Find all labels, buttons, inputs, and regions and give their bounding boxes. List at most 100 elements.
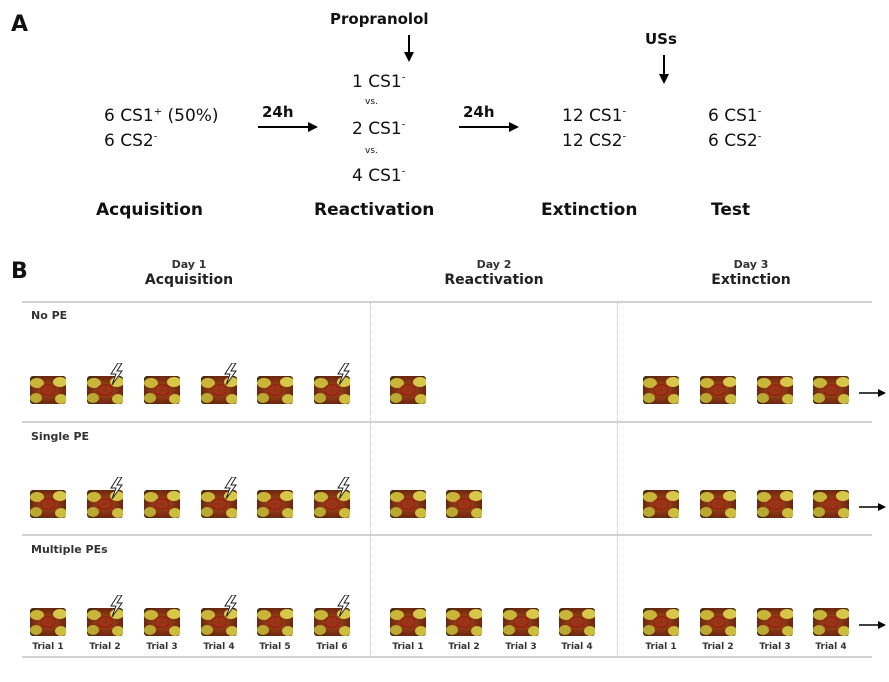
cs-stimulus [503, 608, 539, 636]
separator-row1 [22, 421, 872, 423]
extinction-cs1-text: 12 CS1 [562, 106, 623, 126]
cs-stimulus [643, 490, 679, 518]
day1-phase: Acquisition [144, 272, 234, 288]
reactivation-vs1: vs. [365, 97, 378, 107]
cs-stimulus [446, 608, 482, 636]
cs-stimulus [700, 376, 736, 404]
cs-stimulus [314, 608, 350, 636]
shock-icon [335, 362, 351, 389]
extinction-trial-label-1: Trial 1 [645, 642, 677, 652]
cs-stimulus [390, 490, 426, 518]
test-title: Test [711, 200, 751, 220]
acquisition-trial-label-5: Trial 5 [259, 642, 291, 652]
cs-stimulus [813, 376, 849, 404]
reactivation-opt3-text: 4 CS1 [352, 166, 402, 186]
extinction-cs2-text: 12 CS2 [562, 131, 623, 151]
reactivation-vs2: vs. [365, 146, 378, 156]
reactivation-trial-label-3: Trial 3 [505, 642, 537, 652]
shock-icon [222, 594, 238, 621]
test-cs2-line: 6 CS2- [708, 129, 761, 153]
shock-icon [222, 362, 238, 389]
cs-stimulus [201, 608, 237, 636]
reactivation-opt3: 4 CS1- [352, 164, 405, 188]
extinction-trial-label-3: Trial 3 [759, 642, 791, 652]
reactivation-title: Reactivation [314, 200, 435, 220]
test-cs2-sup: - [757, 131, 762, 143]
acquisition-cs2-text: 6 CS2 [104, 131, 154, 151]
cs-stimulus [390, 376, 426, 404]
cs-stimulus [813, 490, 849, 518]
separator-row2 [22, 534, 872, 536]
cs-stimulus [700, 608, 736, 636]
reactivation-opt2-sup: - [401, 119, 406, 131]
cs-stimulus [643, 376, 679, 404]
row-label-single-pe: Single PE [31, 430, 90, 443]
cs-stimulus [30, 376, 66, 404]
cs-stimulus [87, 490, 123, 518]
cs-stimulus [559, 608, 595, 636]
cs-stimulus [257, 376, 293, 404]
acquisition-trial-label-2: Trial 2 [89, 642, 121, 652]
reactivation-trial-label-4: Trial 4 [561, 642, 593, 652]
separator-bottom [22, 656, 872, 658]
cs-stimulus [813, 608, 849, 636]
cs-stimulus [757, 376, 793, 404]
row-label-multiple-pes: Multiple PEs [31, 543, 108, 556]
shock-icon [108, 476, 124, 503]
reactivation-trial-label-1: Trial 1 [392, 642, 424, 652]
cs-stimulus [700, 490, 736, 518]
extinction-cs1-line: 12 CS1- [562, 104, 626, 128]
arrow2-label: 24h [463, 103, 495, 121]
continue-arrow [859, 384, 889, 403]
shock-icon [108, 362, 124, 389]
acquisition-cs1-line: 6 CS1+ (50%) [104, 104, 219, 128]
cs-stimulus [643, 608, 679, 636]
acquisition-cs1-tail: (50%) [162, 106, 219, 126]
reactivation-opt1: 1 CS1- [352, 70, 405, 94]
divider-day2-day3 [617, 303, 618, 656]
cs-stimulus [257, 490, 293, 518]
acquisition-cs2-sup: - [153, 131, 158, 143]
continue-arrow [859, 616, 889, 635]
extinction-trial-label-2: Trial 2 [702, 642, 734, 652]
day2-phase: Reactivation [444, 272, 544, 288]
shock-icon [222, 476, 238, 503]
separator-top [22, 301, 872, 303]
acquisition-trial-label-4: Trial 4 [203, 642, 235, 652]
day3-label: Day 3 [733, 258, 769, 271]
continue-arrow [859, 498, 889, 517]
reactivation-opt2: 2 CS1- [352, 117, 405, 141]
reactivation-opt2-text: 2 CS1 [352, 119, 402, 139]
day1-label: Day 1 [171, 258, 207, 271]
extinction-cs2-line: 12 CS2- [562, 129, 626, 153]
test-cs2-text: 6 CS2 [708, 131, 758, 151]
cs-stimulus [144, 376, 180, 404]
panel-b-label: B [11, 259, 28, 284]
shock-icon [335, 476, 351, 503]
cs-stimulus [144, 608, 180, 636]
uss-arrow [659, 55, 669, 84]
acquisition-trial-label-6: Trial 6 [316, 642, 348, 652]
cs-stimulus [30, 608, 66, 636]
cs-stimulus [446, 490, 482, 518]
extinction-title: Extinction [541, 200, 638, 220]
acquisition-cs1-sup: + [153, 106, 163, 118]
cs-stimulus [257, 608, 293, 636]
extinction-cs1-sup: - [622, 106, 627, 118]
cs-stimulus [757, 608, 793, 636]
acquisition-trial-label-1: Trial 1 [32, 642, 64, 652]
shock-icon [108, 594, 124, 621]
cs-stimulus [87, 608, 123, 636]
row-label-no-pe: No PE [31, 309, 68, 322]
cs-stimulus [30, 490, 66, 518]
arrow1-label: 24h [262, 103, 294, 121]
reactivation-opt1-text: 1 CS1 [352, 72, 402, 92]
arrow2 [459, 122, 519, 132]
cs-stimulus [390, 608, 426, 636]
acquisition-cs2-line: 6 CS2- [104, 129, 157, 153]
propranolol-label: Propranolol [330, 10, 429, 28]
acquisition-cs1-text: 6 CS1 [104, 106, 154, 126]
divider-day1-day2 [370, 303, 371, 656]
test-cs1-text: 6 CS1 [708, 106, 758, 126]
acquisition-title: Acquisition [96, 200, 204, 220]
